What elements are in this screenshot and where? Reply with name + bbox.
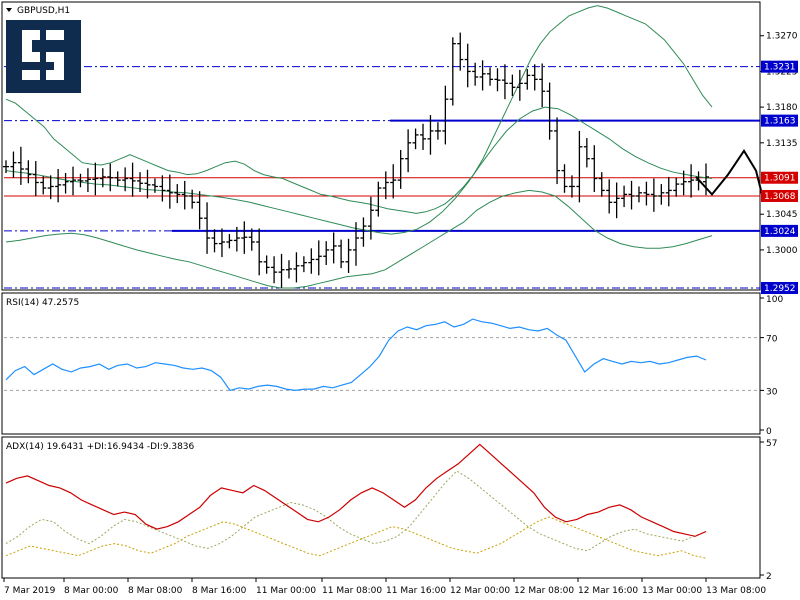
- price-level-tag: [761, 114, 798, 127]
- bollinger-lower: [5, 189, 713, 289]
- price-level-tag: [761, 189, 798, 202]
- adx-title: ADX(14) 19.6431 +DI:16.9434 -DI:9.3836: [6, 442, 195, 452]
- price-level-tag-label: 1.3231: [764, 63, 796, 73]
- price-level-tag: [761, 60, 798, 73]
- adx-line: [5, 443, 707, 537]
- x-tick-label: 12 Mar 00:00: [450, 586, 510, 596]
- rsi-tick-label: 0: [766, 427, 772, 437]
- price-level-tag: [761, 282, 798, 294]
- y-tick-label: 1.3045: [766, 210, 798, 220]
- y-tick-label: 1.3270: [766, 32, 798, 42]
- y-tick-label: 1.3135: [766, 139, 798, 149]
- x-tick-label: 8 Mar 08:00: [128, 586, 183, 596]
- x-tick-label: 12 Mar 08:00: [514, 586, 574, 596]
- rsi-panel-frame: [1, 292, 761, 435]
- x-tick-label: 11 Mar 00:00: [256, 586, 316, 596]
- bollinger-upper: [5, 5, 713, 214]
- price-level-tag-label: 1.3091: [764, 174, 796, 184]
- price-level-tag-label: 1.3024: [764, 227, 796, 237]
- x-tick-label: 11 Mar 08:00: [322, 586, 382, 596]
- rsi-line: [5, 318, 707, 392]
- x-tick-label: 13 Mar 08:00: [706, 586, 766, 596]
- price-level-tag-label: 1.3068: [764, 192, 796, 202]
- adx-panel-frame: [1, 436, 761, 579]
- rsi-title: RSI(14) 47.2575: [6, 298, 79, 308]
- axis-layer: 1.32701.32251.31801.31351.30451.30001.32…: [3, 32, 798, 596]
- price-level-tag-label: 1.3163: [764, 117, 796, 127]
- broker-logo: [6, 20, 81, 93]
- rsi-tick-label: 100: [766, 295, 783, 305]
- x-tick-label: 7 Mar 2019: [4, 586, 56, 596]
- symbol-title-group[interactable]: GBPUSD,H1: [6, 6, 70, 16]
- di-minus-line: [5, 516, 707, 559]
- price-panel-frame: [1, 1, 761, 291]
- adx-layer: [5, 443, 707, 559]
- symbol-title: GBPUSD,H1: [17, 6, 70, 16]
- x-tick-label: 11 Mar 16:00: [386, 586, 446, 596]
- rsi-tick-label: 70: [766, 335, 778, 345]
- price-level-tag: [761, 171, 798, 184]
- projection-path: [695, 148, 763, 196]
- price-layer: [3, 5, 763, 289]
- price-level-tag-label: 1.2952: [764, 284, 796, 294]
- x-tick-label: 13 Mar 00:00: [642, 586, 702, 596]
- chevron-down-icon: [6, 8, 12, 12]
- adx-tick-label: 57: [766, 439, 777, 449]
- x-tick-label: 8 Mar 16:00: [192, 586, 247, 596]
- y-tick-label: 1.3000: [766, 246, 798, 256]
- di-plus-line: [5, 470, 707, 552]
- x-tick-label: 12 Mar 16:00: [578, 586, 638, 596]
- adx-tick-label: 2: [766, 572, 772, 582]
- price-level-tag: [761, 224, 798, 237]
- bollinger-middle: [5, 106, 713, 235]
- rsi-tick-label: 30: [766, 387, 778, 397]
- x-tick-label: 8 Mar 00:00: [64, 586, 119, 596]
- rsi-layer: [4, 318, 760, 392]
- y-tick-label: 1.3180: [766, 103, 798, 113]
